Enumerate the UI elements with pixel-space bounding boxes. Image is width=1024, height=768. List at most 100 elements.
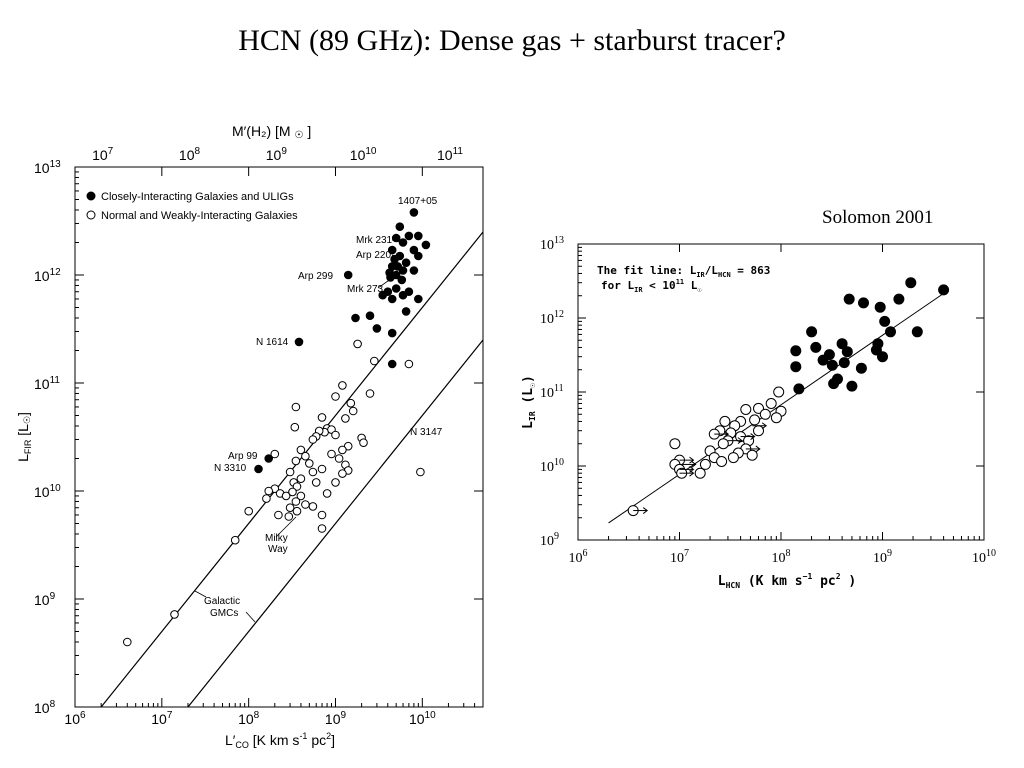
normal-galaxy-point (331, 478, 340, 487)
right-open-point (735, 431, 747, 443)
right-open-point (775, 405, 787, 417)
right-open-point (627, 505, 639, 517)
limit-arrow-head (737, 437, 743, 445)
right-open-point (722, 435, 734, 447)
normal-galaxy-point (289, 478, 299, 487)
left-plot-frame (74, 166, 484, 708)
normal-galaxy-point (327, 449, 336, 459)
interacting-galaxy-point (404, 287, 414, 297)
interacting-galaxy-point (386, 273, 395, 282)
right-filled-point (879, 315, 891, 327)
right-plot-frame (577, 243, 985, 541)
annotation-label: Way (268, 544, 288, 555)
normal-galaxy-point (341, 414, 350, 423)
interacting-galaxy-point (378, 290, 388, 300)
x-tick-label: 107 (151, 710, 173, 727)
right-open-point (719, 415, 731, 427)
left-data-points (123, 208, 431, 647)
legend-filled-marker (86, 191, 96, 201)
normal-galaxy-point (331, 392, 340, 401)
right-filled-point (806, 326, 818, 338)
interacting-galaxy-point (254, 464, 263, 474)
limit-arrow-head (750, 433, 756, 440)
limit-arrow-head (689, 465, 695, 473)
y-tick-label: 1011 (34, 375, 60, 392)
interacting-galaxy-point (351, 313, 360, 323)
interacting-galaxy-point (393, 262, 403, 271)
normal-galaxy-point (311, 478, 321, 487)
right-filled-point (905, 277, 917, 289)
normal-galaxy-point (291, 497, 301, 506)
top-axis-label: M′(H₂) [M ☉ ] (232, 123, 311, 141)
normal-galaxy-point (270, 449, 280, 459)
left-legend: Closely-Interacting Galaxies and ULIGs N… (86, 191, 298, 222)
normal-galaxy-point (290, 422, 300, 432)
normal-galaxy-point (338, 381, 347, 390)
right-x-axis-label: LHCN (K km s−1 pc2 ) (718, 572, 857, 590)
right-open-point (749, 414, 761, 426)
normal-galaxy-point (291, 402, 301, 412)
interacting-galaxy-point (391, 233, 401, 243)
interacting-galaxy-point (343, 270, 353, 280)
interacting-galaxy-point (398, 290, 408, 300)
right-filled-point (838, 357, 850, 369)
right-open-point (735, 415, 747, 427)
left-axes: 106 107 108 109 1010 107 108 109 1010 1011 108 109 1… (34, 146, 484, 727)
limit-arrow-head (723, 430, 730, 438)
normal-galaxy-point (311, 432, 321, 441)
fit-text-line1: The fit line: LIR/LHCN = 863 (597, 264, 770, 279)
normal-galaxy-point (285, 503, 295, 513)
legend-filled-label: Closely-Interacting Galaxies and ULIGs (101, 191, 294, 203)
interacting-galaxy-point (398, 238, 408, 247)
normal-galaxy-point (291, 456, 301, 466)
annotation-pointer (194, 590, 207, 598)
right-open-point (759, 408, 771, 420)
normal-galaxy-point (123, 637, 132, 647)
interacting-galaxy-point (387, 294, 397, 304)
normal-galaxy-point (404, 359, 414, 369)
normal-galaxy-point (296, 474, 306, 484)
normal-galaxy-point (338, 469, 347, 478)
interacting-galaxy-point (395, 222, 405, 231)
right-axes: 106 107 108 109 1010 109 1010 1011 1012 1013 (540, 235, 996, 566)
right-open-point (669, 438, 681, 450)
right-upper-limit-arrows (633, 422, 768, 514)
interacting-galaxy-point (409, 208, 419, 217)
normal-galaxy-point (314, 426, 324, 436)
legend-open-marker (86, 210, 96, 220)
annotation-label: N 3147 (410, 427, 443, 438)
interacting-galaxy-point (387, 359, 397, 369)
left-y-axis-label: LFIR [L☉] (15, 412, 33, 462)
normal-galaxy-point (317, 524, 327, 533)
citation-label: Solomon 2001 (822, 207, 934, 228)
y-tick-label: 1013 (34, 159, 61, 176)
right-open-point (674, 463, 685, 475)
normal-galaxy-point (264, 486, 274, 496)
left-annotations: 1407+05 Mrk 231 Arp 220 Arp 299 Mrk 273 N 161… (194, 196, 443, 623)
right-filled-point (893, 293, 905, 305)
normal-galaxy-point (348, 406, 358, 416)
right-filled-point (885, 326, 896, 338)
normal-galaxy-point (292, 506, 302, 516)
right-fit-line (608, 289, 950, 524)
normal-galaxy-point (284, 512, 294, 521)
normal-galaxy-point (343, 466, 353, 475)
right-open-point (753, 425, 764, 437)
normal-galaxy-point (359, 438, 368, 448)
x-tick-label: 1010 (409, 710, 436, 727)
annotation-label: Galactic (204, 596, 240, 607)
normal-galaxy-point (308, 467, 318, 477)
interacting-galaxy-point (395, 251, 405, 261)
normal-galaxy-point (334, 454, 344, 463)
normal-galaxy-point (305, 459, 314, 468)
right-filled-point (828, 378, 840, 390)
normal-galaxy-point (331, 430, 340, 440)
right-filled-point (832, 373, 843, 385)
normal-galaxy-point (346, 398, 356, 408)
annotation-pointer (377, 275, 396, 289)
right-open-point (746, 449, 758, 461)
interacting-galaxy-point (401, 307, 411, 316)
interacting-galaxy-point (414, 231, 423, 241)
normal-galaxy-point (353, 339, 362, 349)
limit-arrow-head (642, 507, 649, 514)
